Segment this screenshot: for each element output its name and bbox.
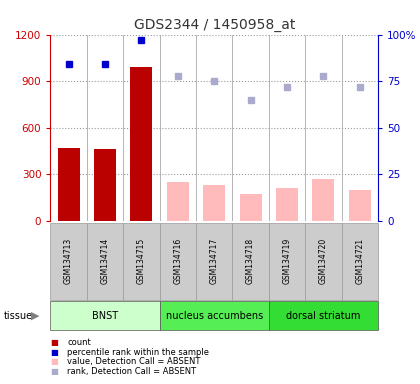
Bar	[232, 223, 269, 300]
Bar	[240, 194, 262, 221]
Bar	[50, 223, 87, 300]
Title: GDS2344 / 1450958_at: GDS2344 / 1450958_at	[134, 18, 295, 32]
Text: tissue: tissue	[4, 311, 33, 321]
Bar	[269, 301, 378, 330]
Text: dorsal striatum: dorsal striatum	[286, 311, 361, 321]
Bar	[341, 223, 378, 300]
Bar	[160, 301, 269, 330]
Text: percentile rank within the sample: percentile rank within the sample	[67, 348, 209, 357]
Text: count: count	[67, 338, 91, 347]
Text: GSM134718: GSM134718	[246, 238, 255, 284]
Bar	[196, 223, 232, 300]
Text: ■: ■	[50, 338, 58, 347]
Text: nucleus accumbens: nucleus accumbens	[165, 311, 263, 321]
Bar	[50, 301, 160, 330]
Bar	[312, 179, 334, 221]
Text: GSM134719: GSM134719	[283, 238, 291, 284]
Text: GSM134714: GSM134714	[100, 238, 110, 284]
Text: ■: ■	[50, 358, 58, 366]
Text: GSM134720: GSM134720	[319, 238, 328, 284]
Bar	[123, 223, 160, 300]
Bar	[160, 223, 196, 300]
Bar	[349, 190, 371, 221]
Bar	[269, 223, 305, 300]
Text: BNST: BNST	[92, 311, 118, 321]
Bar	[167, 182, 189, 221]
Text: ▶: ▶	[32, 311, 40, 321]
Bar	[87, 223, 123, 300]
Text: ■: ■	[50, 367, 58, 376]
Text: GSM134715: GSM134715	[137, 238, 146, 284]
Text: rank, Detection Call = ABSENT: rank, Detection Call = ABSENT	[67, 367, 196, 376]
Bar	[131, 67, 152, 221]
Bar	[203, 185, 225, 221]
Text: GSM134716: GSM134716	[173, 238, 182, 284]
Bar	[276, 188, 298, 221]
Bar	[58, 148, 79, 221]
Text: GSM134713: GSM134713	[64, 238, 73, 284]
Bar	[94, 149, 116, 221]
Bar	[305, 223, 341, 300]
Text: value, Detection Call = ABSENT: value, Detection Call = ABSENT	[67, 358, 201, 366]
Text: ■: ■	[50, 348, 58, 357]
Text: GSM134721: GSM134721	[355, 238, 364, 284]
Text: GSM134717: GSM134717	[210, 238, 219, 284]
